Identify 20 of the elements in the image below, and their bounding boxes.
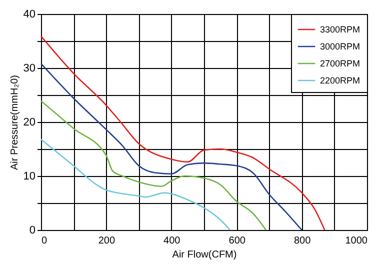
y-axis-title: Air Pressure(mmH₂0) <box>9 75 20 170</box>
line-series <box>40 63 302 231</box>
x-tick-label: 200 <box>98 236 116 246</box>
y-tick-label: 20 <box>23 116 36 128</box>
line-series <box>40 100 267 231</box>
x-tick-label: 400 <box>164 236 181 246</box>
legend-label: 2200RPM <box>320 76 360 86</box>
x-axis-title: Air Flow(CFM) <box>172 250 237 260</box>
x-tick-label: 800 <box>294 236 312 246</box>
x-tick-label: 1000 <box>345 236 368 246</box>
legend-label: 2700RPM <box>320 58 360 68</box>
x-tick-label: 0 <box>42 236 48 246</box>
line-series <box>40 138 231 231</box>
x-tick-label: 600 <box>228 236 246 246</box>
legend-label: 3300RPM <box>320 24 360 34</box>
legend-label: 3000RPM <box>320 42 360 52</box>
y-tick-label: 0 <box>29 224 36 236</box>
y-tick-label: 40 <box>23 8 36 20</box>
y-tick-label: 30 <box>23 62 36 74</box>
y-tick-label: 10 <box>23 170 36 182</box>
